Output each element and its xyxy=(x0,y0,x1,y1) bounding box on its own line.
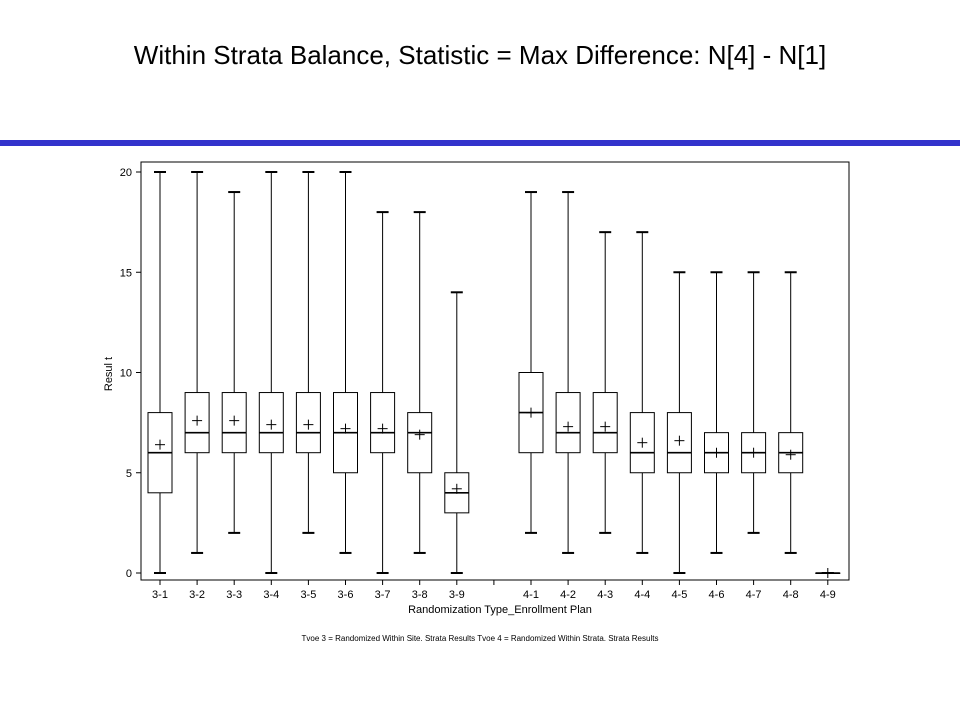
box-4-1 xyxy=(518,191,544,534)
x-tick-label: 3-7 xyxy=(375,589,391,601)
box-3-7 xyxy=(370,211,396,574)
x-tick-label: 4-2 xyxy=(560,589,576,601)
y-tick-label: 5 xyxy=(126,468,132,480)
x-tick-label: 4-4 xyxy=(634,589,650,601)
x-tick-label: 4-6 xyxy=(709,589,725,601)
box-3-4 xyxy=(258,171,284,574)
x-tick-label: 3-4 xyxy=(263,589,279,601)
box-4-7 xyxy=(741,271,767,534)
iqr-box xyxy=(184,392,210,454)
box-3-6 xyxy=(333,171,358,554)
x-axis-label: Randomization Type_Enrollment Plan xyxy=(408,604,592,616)
y-tick-label: 20 xyxy=(120,167,132,179)
slide-title: Within Strata Balance, Statistic = Max D… xyxy=(133,40,827,70)
iqr-box xyxy=(407,412,433,474)
iqr-box xyxy=(666,412,692,474)
x-tick-label: 3-8 xyxy=(412,589,428,601)
x-tick-label: 3-3 xyxy=(226,589,242,601)
y-tick-label: 15 xyxy=(120,267,132,279)
box-4-9 xyxy=(815,568,841,578)
x-tick-label: 4-7 xyxy=(746,589,762,601)
box-series xyxy=(147,171,841,578)
x-tick-label: 3-6 xyxy=(338,589,354,601)
x-tick-label: 4-1 xyxy=(523,589,539,601)
x-tick-label: 3-5 xyxy=(300,589,316,601)
iqr-box xyxy=(370,392,396,454)
box-4-3 xyxy=(592,231,618,534)
box-4-2 xyxy=(555,191,581,554)
box-3-1 xyxy=(147,171,173,574)
plot-frame xyxy=(140,161,850,581)
x-tick-label: 4-8 xyxy=(783,589,799,601)
x-tick-label: 3-2 xyxy=(189,589,205,601)
x-tick-label: 4-5 xyxy=(671,589,687,601)
box-3-9 xyxy=(444,291,470,574)
footnote: Tvoe 3 = Randomized Within Site. Strata … xyxy=(301,634,659,643)
box-3-2 xyxy=(184,171,210,554)
box-4-6 xyxy=(704,271,729,554)
x-tick-label: 3-9 xyxy=(449,589,465,601)
y-axis: 0 5 10 15 20 xyxy=(120,167,141,580)
y-tick-label: 10 xyxy=(120,368,132,380)
title-rule xyxy=(0,140,960,146)
box-3-3 xyxy=(221,191,247,534)
x-tick-label: 4-9 xyxy=(820,589,836,601)
y-tick-label: 0 xyxy=(126,568,132,580)
box-4-8 xyxy=(778,271,804,554)
y-axis-label: Resul t xyxy=(103,357,115,391)
x-axis: 3-1 3-2 3-3 3-4 3-5 3-6 3-7 3-8 3-9 4-1 4-2 4-3 4-4 4… xyxy=(152,580,836,601)
box-3-5 xyxy=(295,171,321,534)
x-tick-label: 3-1 xyxy=(152,589,168,601)
box-4-4 xyxy=(629,231,655,554)
x-tick-label: 4-3 xyxy=(597,589,613,601)
box-4-5 xyxy=(666,271,692,574)
box-3-8 xyxy=(407,211,433,554)
